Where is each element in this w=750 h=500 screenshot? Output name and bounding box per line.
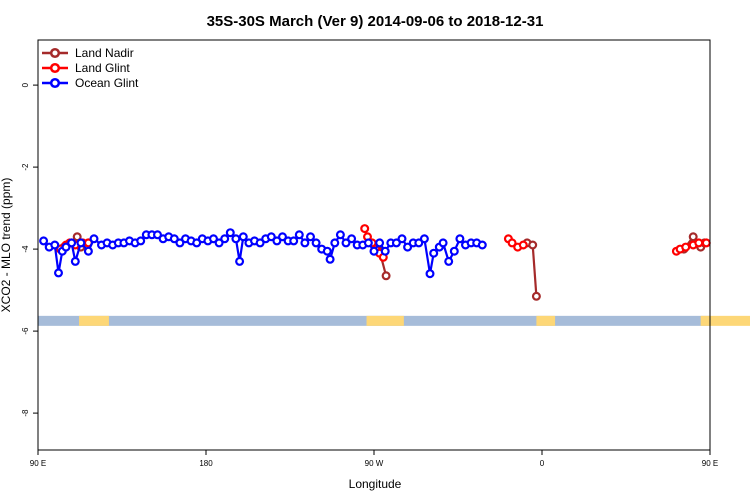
data-point <box>688 232 698 242</box>
data-point <box>72 232 82 242</box>
data-point <box>429 248 439 258</box>
y-axis: 0 -2 -4 -6 -8 <box>21 82 38 417</box>
x-axis-label: Longitude <box>349 477 402 491</box>
data-point <box>266 232 276 242</box>
legend-item: Land Nadir <box>42 46 134 60</box>
data-point <box>83 246 93 256</box>
y-tick-label: -4 <box>21 245 30 253</box>
land-segment <box>536 315 556 326</box>
data-point <box>528 240 538 250</box>
series-ocean-glint <box>39 228 487 279</box>
data-point <box>272 236 282 246</box>
data-point <box>455 234 465 244</box>
y-tick-label: 0 <box>21 82 30 87</box>
data-point <box>507 238 517 248</box>
data-point <box>347 234 357 244</box>
chart-title: 35S-30S March (Ver 9) 2014-09-06 to 2018… <box>207 13 544 30</box>
data-point <box>70 256 80 266</box>
x-axis: 90 E 180 90 W 0 90 E <box>30 450 718 468</box>
data-point <box>477 240 487 250</box>
x-tick-label: 0 <box>540 459 545 468</box>
legend-label: Land Glint <box>75 61 130 75</box>
data-point <box>341 238 351 248</box>
data-point <box>89 234 99 244</box>
legend-item: Ocean Glint <box>42 76 139 90</box>
data-point <box>419 234 429 244</box>
data-point <box>322 246 332 256</box>
data-point <box>209 234 219 244</box>
data-point <box>278 232 288 242</box>
data-point <box>192 238 202 248</box>
data-point <box>214 238 224 248</box>
data-point <box>531 291 541 301</box>
data-point <box>335 230 345 240</box>
y-axis-label: XCO2 - MLO trend (ppm) <box>0 178 13 313</box>
data-point <box>169 234 179 244</box>
data-point <box>330 238 340 248</box>
x-tick-label: 90 E <box>30 459 46 468</box>
data-point <box>381 271 391 281</box>
land-segment <box>700 315 710 326</box>
data-point <box>438 238 448 248</box>
data-point <box>220 234 230 244</box>
data-point <box>311 238 321 248</box>
data-point <box>444 256 454 266</box>
series-line <box>526 241 538 297</box>
data-point <box>300 238 310 248</box>
data-point <box>175 238 185 248</box>
data-point <box>397 234 407 244</box>
data-point <box>61 242 71 252</box>
data-point <box>681 242 691 252</box>
legend-item: Land Glint <box>42 61 130 75</box>
data-point <box>375 238 385 248</box>
data-point <box>238 232 248 242</box>
data-point <box>136 236 146 246</box>
land-segment <box>710 315 750 326</box>
data-point <box>369 246 379 256</box>
data-point <box>363 238 373 248</box>
data-point <box>518 240 528 250</box>
legend-label: Land Nadir <box>75 46 134 60</box>
data-point <box>67 238 77 248</box>
x-tick-label: 90 E <box>702 459 718 468</box>
data-point <box>403 242 413 252</box>
data-point <box>231 234 241 244</box>
data-point <box>325 254 335 264</box>
data-point <box>694 238 704 248</box>
land-ocean-strip <box>38 315 750 326</box>
x-tick-label: 180 <box>199 459 213 468</box>
data-point <box>701 238 711 248</box>
data-point <box>294 230 304 240</box>
data-point <box>289 236 299 246</box>
data-point <box>225 228 235 238</box>
legend-marker <box>49 62 61 74</box>
data-point <box>449 246 459 256</box>
y-tick-label: -6 <box>21 327 30 335</box>
data-point <box>39 236 49 246</box>
land-segment <box>79 315 109 326</box>
data-point <box>380 246 390 256</box>
y-tick-label: -2 <box>21 163 30 171</box>
data-point <box>53 268 63 278</box>
data-point <box>306 232 316 242</box>
legend-marker <box>49 47 61 59</box>
land-segment <box>366 315 404 326</box>
data-point <box>391 238 401 248</box>
x-tick-label: 90 W <box>365 459 384 468</box>
y-tick-label: -8 <box>21 409 30 417</box>
data-point <box>255 238 265 248</box>
data-point <box>50 240 60 250</box>
data-point <box>414 238 424 248</box>
series-layer <box>39 224 711 301</box>
data-point <box>153 230 163 240</box>
data-point <box>425 269 435 279</box>
data-point <box>360 224 370 234</box>
legend-label: Ocean Glint <box>75 76 139 90</box>
data-point <box>76 238 86 248</box>
data-point <box>235 256 245 266</box>
legend-marker <box>49 77 61 89</box>
